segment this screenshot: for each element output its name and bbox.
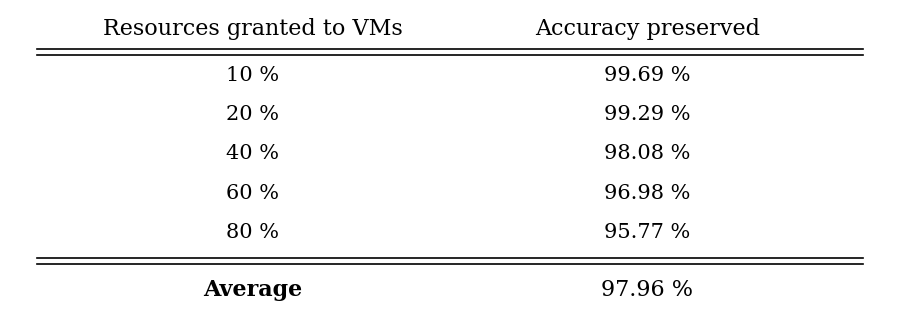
Text: 98.08 %: 98.08 % <box>604 144 690 163</box>
Text: Resources granted to VMs: Resources granted to VMs <box>103 18 402 40</box>
Text: 60 %: 60 % <box>226 184 279 203</box>
Text: 96.98 %: 96.98 % <box>604 184 690 203</box>
Text: 40 %: 40 % <box>226 144 279 163</box>
Text: Accuracy preserved: Accuracy preserved <box>535 18 760 40</box>
Text: Average: Average <box>203 279 302 301</box>
Text: 10 %: 10 % <box>226 66 279 85</box>
Text: 20 %: 20 % <box>226 105 279 124</box>
Text: 95.77 %: 95.77 % <box>604 223 690 242</box>
Text: 97.96 %: 97.96 % <box>601 279 693 301</box>
Text: 99.69 %: 99.69 % <box>604 66 690 85</box>
Text: 99.29 %: 99.29 % <box>604 105 690 124</box>
Text: 80 %: 80 % <box>226 223 279 242</box>
